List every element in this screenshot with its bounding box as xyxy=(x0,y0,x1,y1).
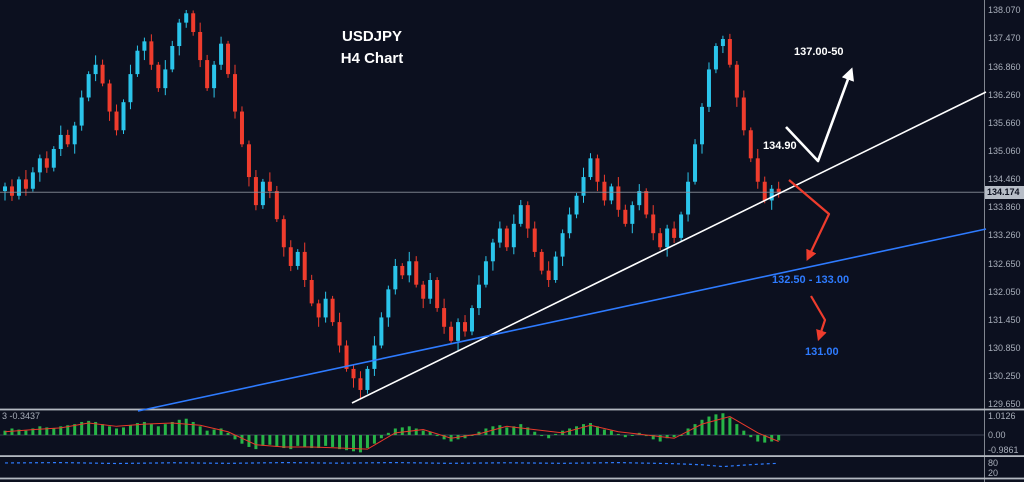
chart-title-timeframe: H4 Chart xyxy=(340,50,404,67)
price-axis-label: 138.070 xyxy=(988,5,1021,15)
trend-arrow xyxy=(810,295,827,342)
indicator-axis-label: -0.9861 xyxy=(988,445,1019,455)
price-axis-label: 133.260 xyxy=(988,230,1021,241)
indicator-axis-label: 80 xyxy=(988,458,999,468)
price-axis-label: 130.850 xyxy=(988,342,1021,353)
candlestick-series xyxy=(3,10,781,400)
macd-histogram xyxy=(0,413,984,453)
stochastic-line xyxy=(4,461,779,468)
panel-separator xyxy=(0,455,1024,457)
price-axis-label: 135.660 xyxy=(988,117,1021,128)
indicator-axis-label: 20 xyxy=(988,468,999,479)
macd-signal-line xyxy=(4,415,779,450)
chart-title: USDJPY H4 Chart xyxy=(316,26,428,70)
price-axis-label: 132.650 xyxy=(988,258,1021,269)
trend-arrow xyxy=(788,179,831,261)
price-axis-label: 133.860 xyxy=(988,202,1021,212)
trend-arrow xyxy=(785,67,854,163)
panel-separator xyxy=(0,477,1024,480)
price-axis[interactable]: 138.070 137.470 136.860 136.260 135.660 135.0… xyxy=(985,0,1024,482)
price-axis-label: 136.260 xyxy=(988,89,1021,100)
price-axis-label: 137.470 xyxy=(988,33,1021,44)
current-price-badge: 134.174 xyxy=(985,185,1024,199)
price-axis-label: 129.650 xyxy=(988,399,1021,409)
price-axis-label: 134.460 xyxy=(988,173,1021,184)
price-axis-label: 131.450 xyxy=(988,314,1021,325)
price-axis-label: 132.050 xyxy=(988,286,1021,297)
trendline[interactable] xyxy=(351,91,987,404)
price-axis-label: 136.860 xyxy=(988,61,1021,72)
price-axis-label: 135.060 xyxy=(988,145,1021,156)
indicator-axis-label: 0.00 xyxy=(988,430,1006,440)
indicator-axis-label: 1.0126 xyxy=(988,411,1016,421)
chart-title-symbol: USDJPY xyxy=(341,28,403,45)
panel-separator xyxy=(0,408,1024,411)
price-axis-label: 130.250 xyxy=(988,370,1021,381)
trendline[interactable] xyxy=(137,228,987,412)
macd-indicator-label: 3 -0.3437 xyxy=(2,411,41,421)
